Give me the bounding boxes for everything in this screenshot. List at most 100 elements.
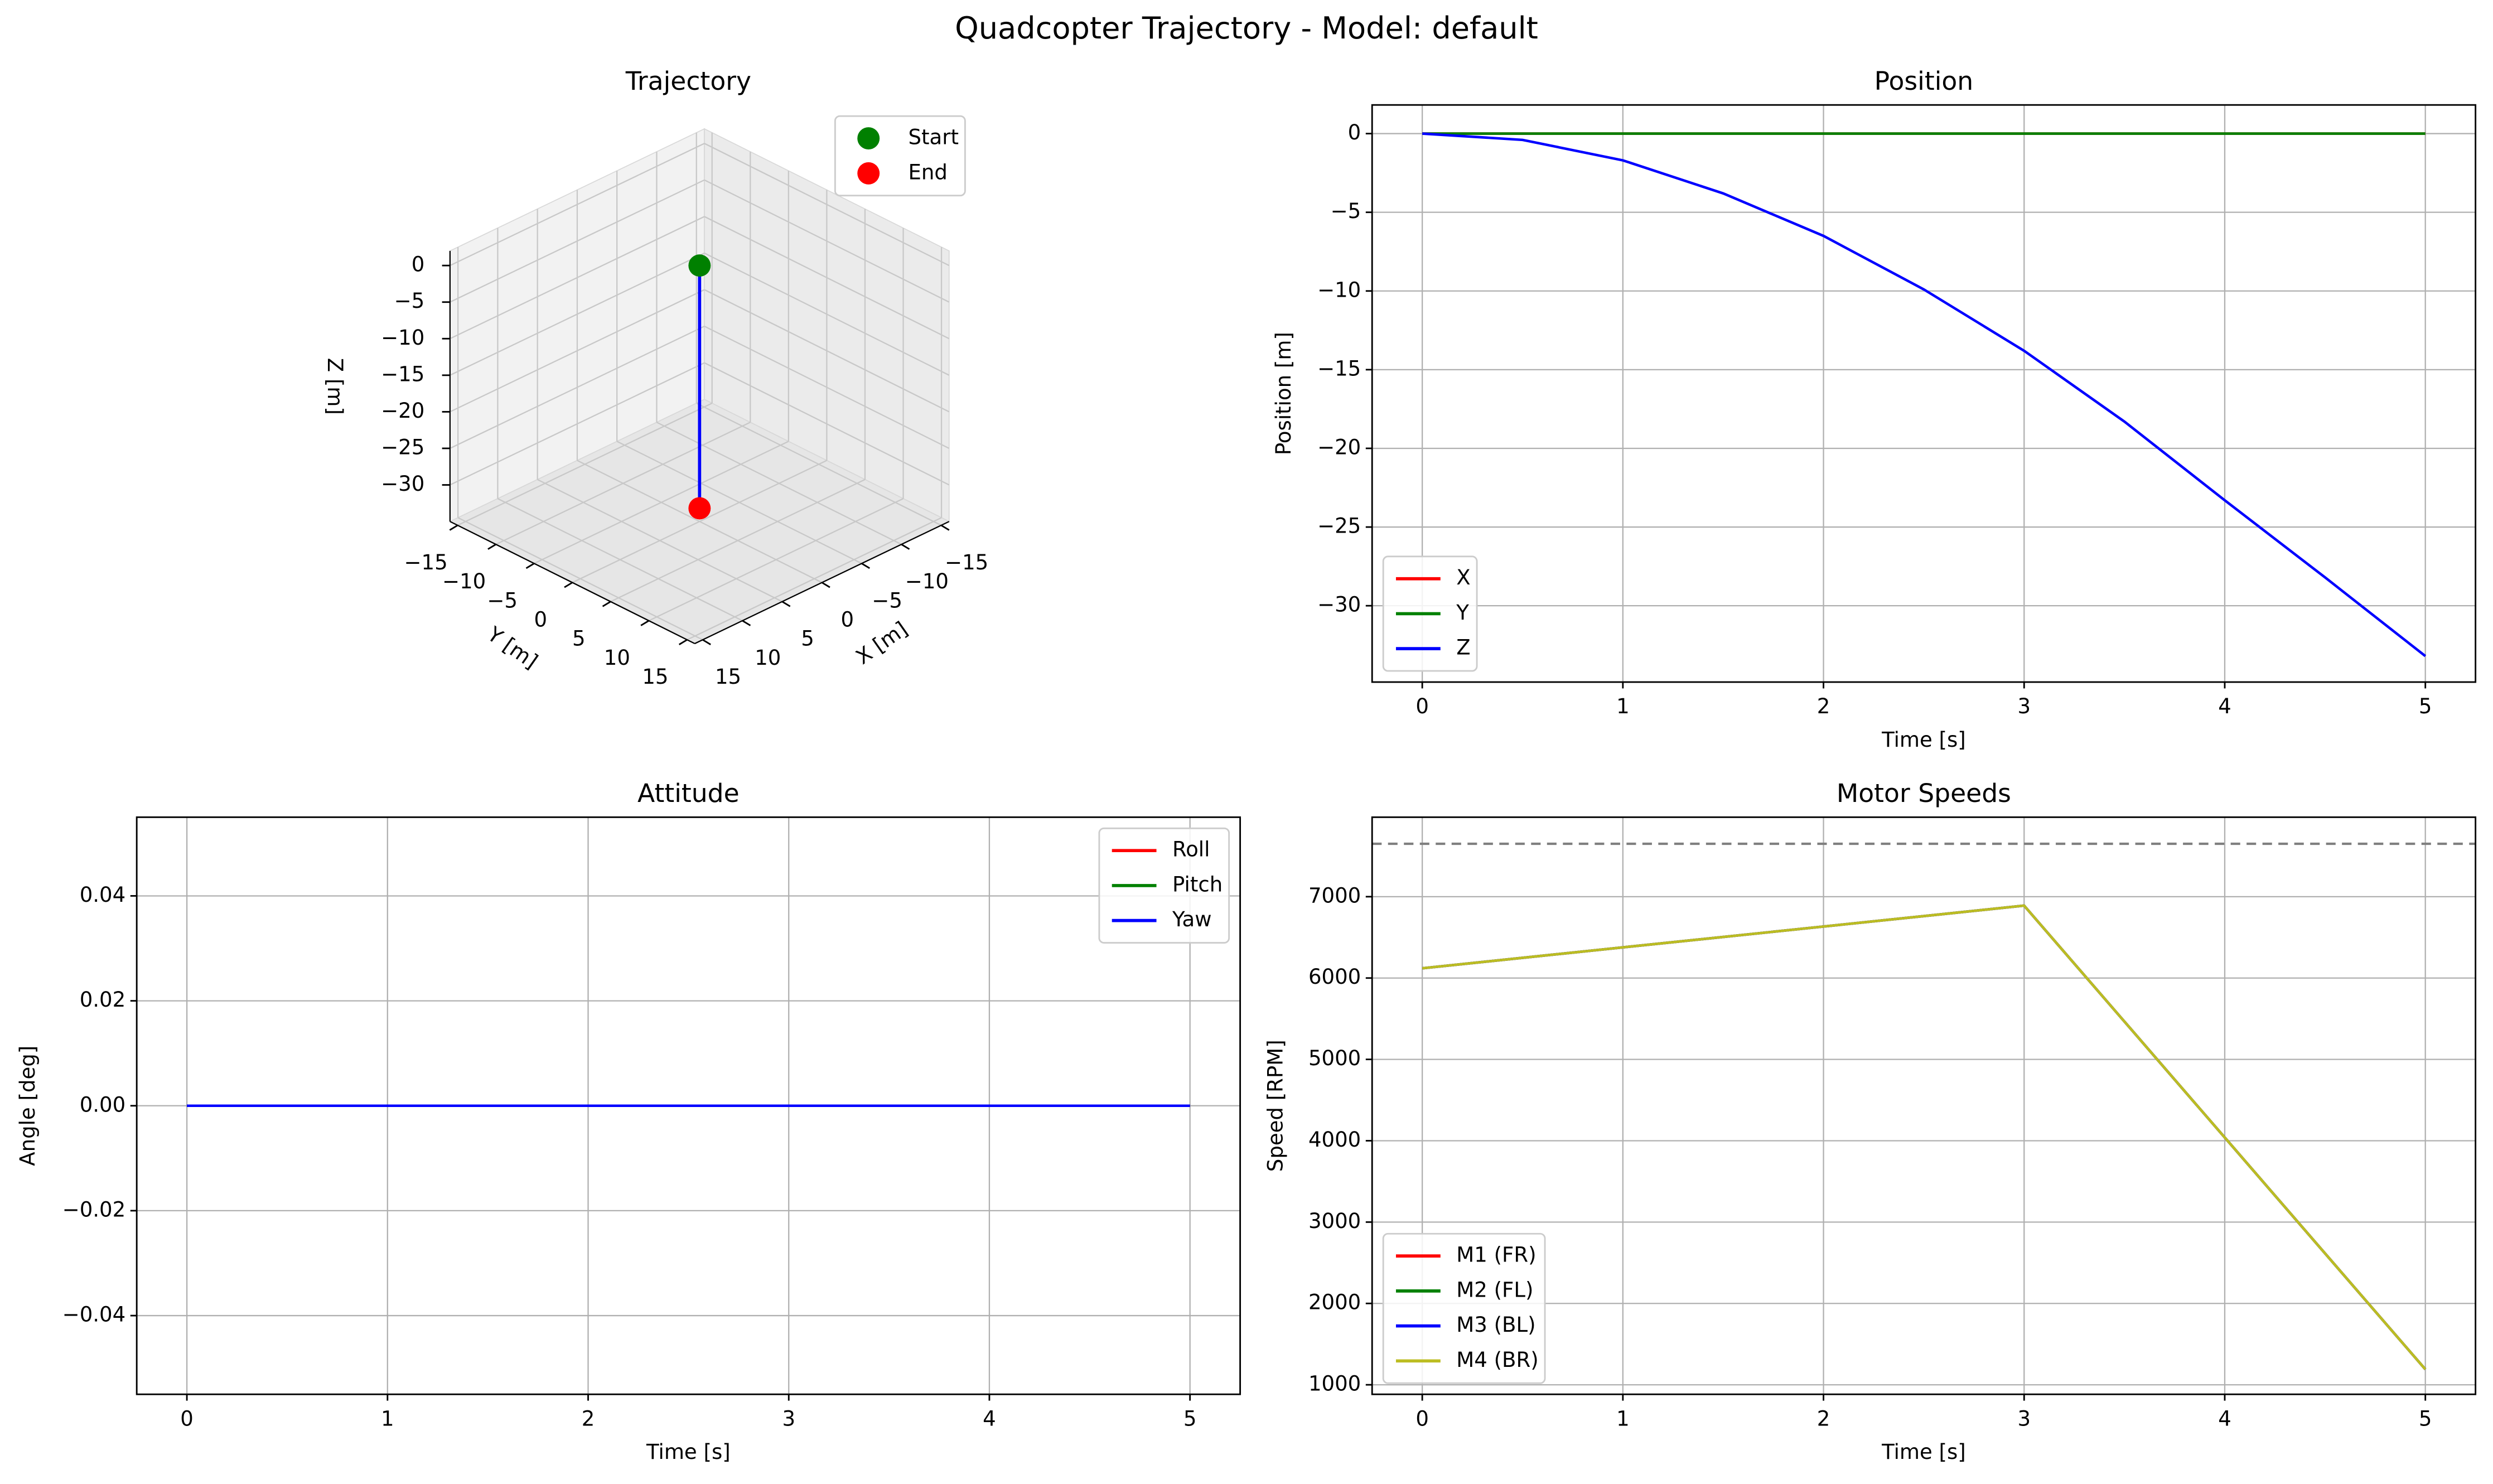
y-axis-label: Angle [deg]	[16, 1046, 40, 1166]
grid-line	[450, 179, 705, 303]
y-tick-label: −15	[1317, 356, 1361, 380]
x-tick-label: 3	[2017, 1406, 2031, 1430]
grid-line	[572, 460, 827, 583]
z-tick-label: −25	[381, 435, 424, 459]
series-line	[1422, 132, 2427, 658]
legend-label: Pitch	[1172, 872, 1223, 896]
x-tick-label: 10	[755, 646, 781, 670]
y-tick-label: 0.02	[80, 988, 126, 1012]
series-line	[1422, 904, 2427, 1370]
grid-line	[450, 143, 705, 267]
y-axis-label: Y [m]	[482, 622, 542, 674]
legend-frame	[1098, 827, 1230, 944]
y-tick-label: 7000	[1308, 883, 1361, 907]
z-tick-label: −5	[394, 289, 425, 313]
grid-line	[704, 289, 950, 413]
grid-line	[704, 362, 950, 486]
point-marker	[688, 497, 711, 520]
x-tick	[742, 620, 751, 626]
y-tick-label: 15	[642, 665, 668, 689]
legend-marker	[857, 127, 880, 150]
x-tick-label: 4	[2218, 694, 2231, 718]
x-tick-label: 2	[1817, 694, 1830, 718]
y-tick-label: 0	[1348, 120, 1361, 144]
y-tick-label: 4000	[1308, 1128, 1361, 1152]
y-tick-label: −20	[1317, 435, 1361, 459]
y-tick	[640, 620, 650, 626]
plot-frame	[1371, 104, 2477, 683]
y-tick-label: −10	[442, 569, 486, 593]
y-tick-label: 10	[604, 646, 630, 670]
legend-label: M1 (FR)	[1456, 1243, 1536, 1267]
x-tick	[861, 563, 870, 569]
grid-line	[704, 216, 950, 340]
legend-frame	[1382, 1232, 1546, 1384]
plot-frame	[136, 816, 1241, 1395]
z-tick-label: −15	[381, 362, 424, 386]
grid-line	[704, 326, 950, 449]
y-tick	[449, 524, 458, 531]
x-tick-label: 0	[180, 1406, 194, 1430]
grid-line	[610, 478, 866, 602]
x-tick-label: −10	[905, 569, 949, 593]
y-tick-label: 0.00	[80, 1093, 126, 1116]
x-tick-label: 0	[841, 607, 854, 631]
x-tick-label: 2	[1817, 1406, 1830, 1430]
x-tick	[940, 524, 950, 531]
point-marker	[688, 254, 711, 277]
x-tick-label: 15	[715, 665, 741, 689]
x-tick	[901, 543, 910, 550]
legend-label: Roll	[1172, 838, 1210, 862]
x-tick-label: −15	[945, 550, 988, 574]
subplot-title: Position	[1874, 66, 1974, 96]
z-tick-label: −10	[381, 326, 424, 350]
axis-line	[694, 521, 950, 645]
x-tick-label: 1	[381, 1406, 394, 1430]
subplot-title: Trajectory	[625, 66, 751, 96]
y-tick	[678, 639, 688, 645]
y-tick-label: −5	[487, 588, 518, 612]
y-axis-label: Position [m]	[1272, 332, 1296, 455]
grid-line	[457, 402, 713, 526]
legend-label: M2 (FL)	[1456, 1278, 1533, 1302]
y-tick-label: −25	[1317, 514, 1361, 538]
axis-line	[450, 521, 695, 645]
grid-line	[704, 179, 950, 303]
y-tick	[564, 582, 573, 588]
x-tick-label: 0	[1415, 1406, 1429, 1430]
series-line	[1422, 904, 2427, 1370]
x-tick-label: 1	[1616, 1406, 1630, 1430]
legend-label: Start	[908, 125, 959, 149]
y-tick-label: 6000	[1308, 965, 1361, 989]
y-tick	[487, 543, 496, 550]
x-axis-label: Time [s]	[1881, 1440, 1966, 1464]
y-tick-label: 5000	[1308, 1046, 1361, 1070]
y-tick-label: 2000	[1308, 1290, 1361, 1314]
x-tick-label: 4	[983, 1406, 996, 1430]
y-tick	[602, 601, 611, 607]
legend: Roll Pitch Yaw	[1098, 827, 1230, 944]
grid-line	[704, 252, 950, 376]
x-axis-label: Time [s]	[646, 1440, 731, 1464]
grid-line	[450, 289, 705, 413]
subplot-title: Motor Speeds	[1837, 779, 2011, 808]
y-tick-label: −0.02	[62, 1197, 126, 1221]
series-line	[1422, 904, 2427, 1370]
y-tick-label: −10	[1317, 278, 1361, 302]
x-tick-label: 5	[1183, 1406, 1197, 1430]
grid-line	[534, 441, 789, 564]
legend-label: Y	[1456, 601, 1469, 625]
series-line	[1422, 904, 2427, 1370]
grid-line	[450, 325, 705, 449]
grid-line	[687, 517, 942, 641]
grid-line	[450, 362, 705, 486]
x-tick-label: 5	[2419, 1406, 2432, 1430]
grid-line	[495, 422, 751, 545]
y-tick-label: 0	[534, 607, 547, 631]
x-tick-label: 2	[582, 1406, 595, 1430]
z-tick-label: 0	[412, 253, 425, 277]
legend-label: Yaw	[1172, 907, 1212, 931]
x-tick-label: 0	[1415, 694, 1429, 718]
